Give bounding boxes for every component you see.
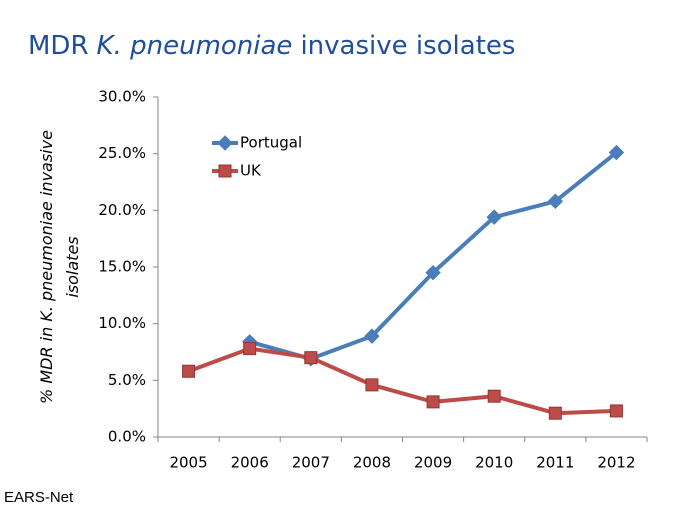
series-line	[187, 346, 617, 416]
x-tick-label: 2009	[414, 454, 452, 472]
x-tick-label: 2007	[292, 454, 330, 472]
x-tick-label: 2012	[597, 454, 635, 472]
y-tick-label: 30.0%	[98, 88, 146, 106]
title-part: invasive isolates	[300, 31, 515, 61]
y-tick-label: 0.0%	[108, 428, 146, 446]
legend-marker	[217, 135, 233, 151]
data-point	[609, 404, 623, 418]
data-point	[243, 342, 257, 356]
data-point	[487, 389, 501, 403]
x-tick-label: 2010	[475, 454, 513, 472]
legend-label: UK	[240, 162, 262, 180]
data-point	[182, 364, 196, 378]
data-point	[364, 328, 380, 344]
x-tick-label: 2008	[353, 454, 391, 472]
y-tick-label: 20.0%	[98, 201, 146, 219]
data-point	[425, 264, 441, 281]
y-label-line: isolates	[63, 236, 82, 297]
x-tick-label: 2006	[231, 454, 269, 472]
data-point	[486, 209, 502, 225]
data-point	[548, 406, 562, 420]
data-point	[304, 351, 318, 365]
title-part: MDR	[28, 31, 89, 61]
chart-title: MDR K. pneumoniae invasive isolates	[28, 31, 515, 61]
data-point	[365, 378, 379, 392]
title-part: K. pneumoniae	[97, 31, 293, 61]
source: EARS-Net	[4, 489, 74, 506]
legend-marker	[218, 164, 232, 178]
data-point	[426, 395, 440, 409]
legend-label: Portugal	[240, 134, 302, 152]
x-tick-label: 2011	[536, 454, 574, 472]
y-tick-label: 10.0%	[98, 314, 146, 332]
y-tick-label: 15.0%	[98, 258, 146, 276]
y-axis-label: % MDR in K. pneumoniae invasive isolates	[37, 130, 82, 404]
data-point	[547, 193, 564, 209]
series-line	[249, 150, 618, 361]
x-tick-label: 2005	[169, 454, 207, 472]
y-tick-label: 5.0%	[108, 371, 146, 389]
y-label-line: % MDR in K. pneumoniae invasive	[37, 130, 56, 404]
y-tick-label: 25.0%	[98, 144, 146, 162]
data-point	[608, 144, 625, 161]
